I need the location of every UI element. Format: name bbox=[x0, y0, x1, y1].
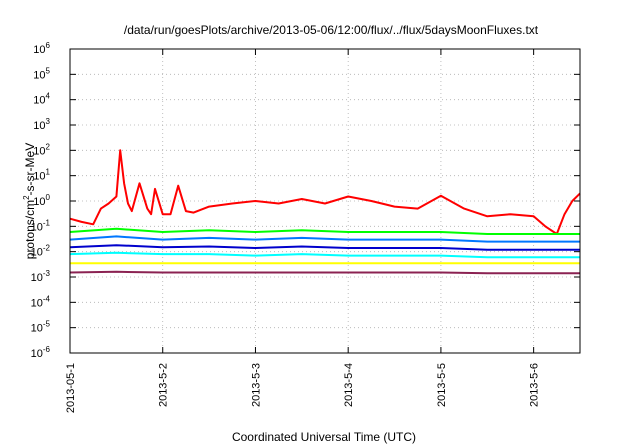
x-tick-label: 2013-5-2 bbox=[158, 363, 170, 407]
chart-title: /data/run/goesPlots/archive/2013-05-06/1… bbox=[124, 23, 539, 37]
y-tick-label: 10-5 bbox=[31, 320, 51, 335]
x-axis-label: Coordinated Universal Time (UTC) bbox=[232, 430, 416, 444]
series-line-5 bbox=[69, 244, 580, 251]
series-line-1 bbox=[69, 149, 581, 235]
series-line-4 bbox=[69, 235, 580, 243]
y-axis-label: protons/cm2-s-sr-MeV bbox=[22, 143, 37, 259]
y-tick-label: 104 bbox=[33, 92, 50, 107]
y-tick-label: 10-3 bbox=[31, 269, 51, 284]
y-tick-label: 10-6 bbox=[31, 345, 51, 360]
series-line-2 bbox=[69, 227, 580, 235]
x-tick-label: 2013-5-6 bbox=[529, 363, 541, 407]
x-tick-label: 2013-5-4 bbox=[343, 363, 355, 407]
y-tick-label: 103 bbox=[33, 117, 50, 132]
y-tick-label: 100 bbox=[33, 193, 50, 208]
y-tick-label: 10-2 bbox=[31, 244, 51, 259]
y-tick-label: 102 bbox=[33, 142, 50, 157]
series-line-3 bbox=[69, 251, 580, 259]
y-axis-ticks: 10-6 10-5 10-4 10-3 10-2 10-1 100 101 102 103 104 1… bbox=[31, 41, 580, 360]
x-tick-label: 2013-5-3 bbox=[250, 363, 262, 407]
x-axis-ticks: 2013-05-1 2013-5-2 2013-5-3 2013-5-4 2013-5-… bbox=[65, 49, 541, 413]
y-tick-label: 105 bbox=[33, 66, 50, 81]
y-tick-label: 101 bbox=[33, 168, 50, 183]
y-tick-label: 106 bbox=[33, 41, 50, 56]
y-tick-label: 10-1 bbox=[31, 218, 51, 233]
plot-lines bbox=[69, 149, 581, 275]
series-line-7 bbox=[69, 270, 580, 275]
x-tick-label: 2013-05-1 bbox=[65, 363, 77, 413]
x-tick-label: 2013-5-5 bbox=[436, 363, 448, 407]
y-tick-label: 10-4 bbox=[31, 294, 51, 309]
grid bbox=[70, 49, 580, 353]
